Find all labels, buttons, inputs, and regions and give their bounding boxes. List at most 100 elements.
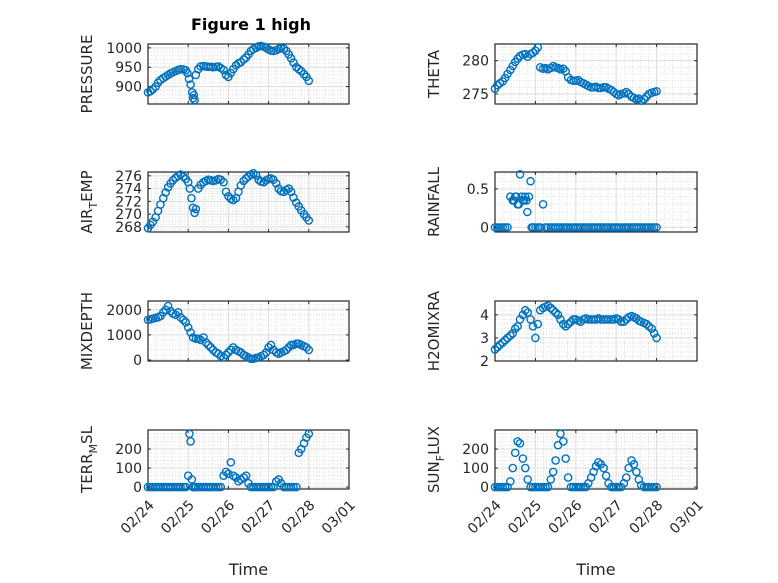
data-point [224, 469, 233, 479]
y-axis-label: TERRMSL [78, 425, 100, 494]
data-point [647, 482, 657, 492]
data-point [652, 87, 661, 96]
x-tick-label: 03/01 [667, 497, 707, 537]
data-point [214, 482, 223, 492]
axes-box [494, 429, 698, 490]
data-point [259, 350, 269, 360]
data-point [611, 482, 621, 492]
data-point [279, 44, 289, 53]
data-point [541, 482, 550, 492]
y-tick-label: 268 [115, 220, 142, 236]
x-tick-label: 03/01 [319, 497, 359, 537]
data-point [261, 348, 271, 357]
data-point [219, 177, 228, 187]
data-point [548, 305, 558, 315]
data-point [493, 81, 502, 90]
y-axis-label: THETA [425, 49, 443, 99]
data-point [515, 439, 525, 448]
data-point [498, 482, 507, 492]
data-point [533, 43, 543, 52]
data-point [221, 187, 231, 197]
data-point [148, 84, 158, 94]
data-point [616, 317, 626, 327]
data-point [649, 329, 659, 338]
data-point [284, 343, 294, 352]
x-tick-label: 02/24 [465, 497, 505, 537]
data-point [271, 477, 281, 486]
data-point [524, 192, 534, 201]
data-point [548, 467, 558, 477]
data-point [286, 482, 296, 492]
data-point [558, 64, 568, 73]
data-point [186, 328, 195, 337]
data-point [518, 310, 528, 320]
data-point [179, 315, 188, 325]
y-axis-label: H2OMIXRA [425, 290, 443, 371]
data-point [521, 192, 530, 201]
data-point [510, 448, 520, 458]
data-point [652, 333, 661, 343]
y-tick-label: 2 [480, 354, 489, 370]
data-point [526, 176, 535, 186]
axes-background [495, 172, 697, 232]
data-point [531, 333, 540, 343]
data-point [518, 454, 528, 463]
subplot-pressure: 900 950 1000 PRESSURE [78, 35, 350, 114]
data-point [553, 310, 563, 320]
y-tick-label: 1000 [106, 328, 142, 344]
data-point [304, 429, 314, 439]
data-point [304, 345, 314, 355]
data-point [203, 340, 213, 350]
data-point [652, 223, 661, 232]
x-tick-label: 02/24 [118, 497, 158, 537]
data-point [190, 208, 199, 218]
y-axis-label: MIXDEPTH [78, 292, 96, 370]
data-point [271, 179, 281, 188]
data-point [599, 463, 608, 473]
y-tick-label: 1000 [106, 41, 142, 57]
x-tick-label: 02/26 [198, 497, 238, 537]
data-point [558, 319, 568, 329]
y-tick-label: 900 [115, 80, 142, 96]
data-point [148, 217, 158, 227]
data-point [521, 463, 530, 473]
data-point [508, 329, 518, 338]
subplot-h2omixra: 2 3 4 H2OMIXRA [425, 290, 698, 371]
data-point [649, 223, 659, 232]
y-tick-label: 3 [480, 331, 489, 347]
data-point [563, 473, 573, 482]
data-point [513, 437, 522, 446]
y-tick-label: 270 [115, 207, 142, 223]
y-tick-label: 2000 [106, 303, 142, 319]
data-point [183, 68, 192, 78]
y-axis-label: PRESSURE [78, 35, 96, 114]
data-point [538, 200, 548, 209]
data-point [266, 482, 276, 492]
x-tick-label: 02/27 [586, 497, 626, 537]
y-tick-label: 275 [462, 87, 489, 103]
data-point [546, 475, 556, 484]
y-tick-label: 272 [115, 194, 142, 210]
data-point [206, 343, 216, 352]
data-point [251, 170, 261, 180]
data-point [179, 482, 188, 492]
data-point [506, 331, 515, 340]
data-point [538, 482, 548, 492]
y-tick-label: 0 [133, 480, 142, 496]
data-point [561, 454, 571, 463]
y-tick-label: 0 [480, 480, 489, 496]
data-point [642, 92, 651, 101]
y-tick-label: 280 [462, 54, 489, 70]
data-point [236, 181, 246, 190]
x-tick-label: 02/28 [627, 497, 667, 537]
data-point [241, 471, 251, 480]
data-point [211, 482, 221, 492]
x-tick-label: 02/25 [158, 497, 198, 537]
axes-box [494, 171, 698, 233]
data-point [161, 188, 170, 197]
data-point [289, 482, 298, 492]
data-point [302, 343, 311, 352]
